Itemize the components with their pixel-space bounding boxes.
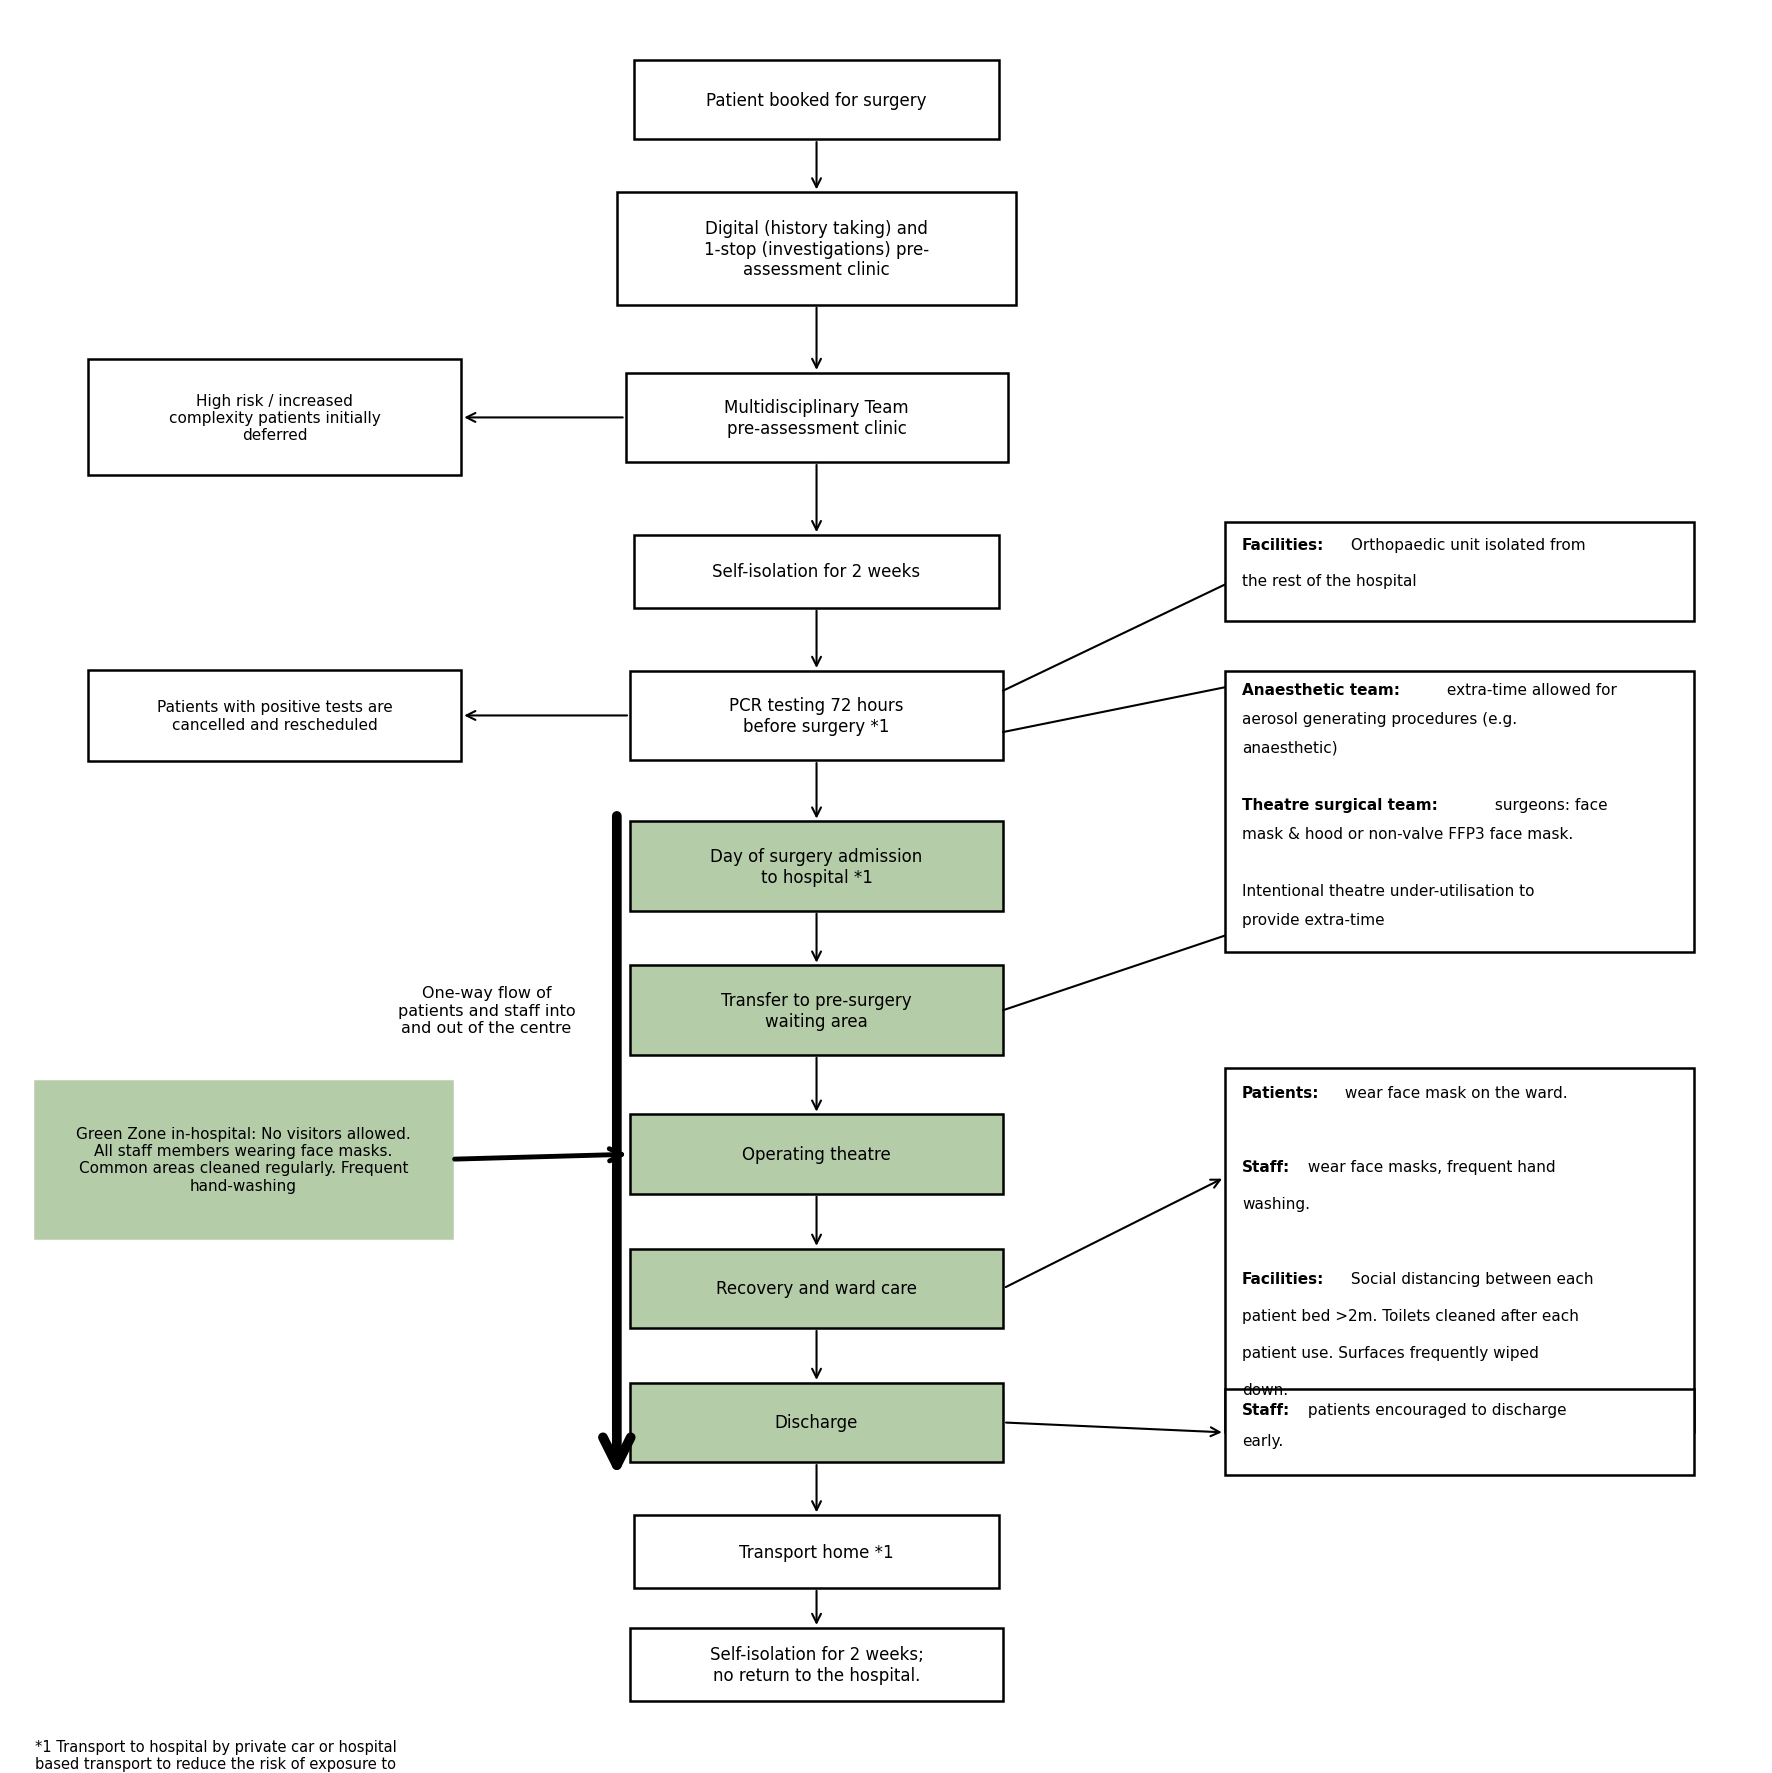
Text: Orthopaedic unit isolated from: Orthopaedic unit isolated from: [1347, 537, 1586, 553]
FancyBboxPatch shape: [634, 535, 999, 608]
FancyBboxPatch shape: [617, 193, 1017, 305]
FancyBboxPatch shape: [629, 672, 1003, 761]
Text: the rest of the hospital: the rest of the hospital: [1242, 573, 1416, 589]
FancyBboxPatch shape: [1224, 1390, 1694, 1475]
Text: patient use. Surfaces frequently wiped: patient use. Surfaces frequently wiped: [1242, 1346, 1538, 1360]
FancyBboxPatch shape: [35, 1082, 452, 1238]
Text: wear face masks, frequent hand: wear face masks, frequent hand: [1302, 1160, 1556, 1174]
Text: Staff:: Staff:: [1242, 1402, 1290, 1417]
FancyBboxPatch shape: [629, 823, 1003, 911]
FancyBboxPatch shape: [1224, 672, 1694, 952]
FancyBboxPatch shape: [634, 1516, 999, 1589]
Text: Patient booked for surgery: Patient booked for surgery: [707, 92, 927, 110]
Text: aerosol generating procedures (e.g.: aerosol generating procedures (e.g.: [1242, 711, 1517, 727]
Text: Day of surgery admission
to hospital *1: Day of surgery admission to hospital *1: [711, 847, 923, 886]
FancyBboxPatch shape: [1224, 1069, 1694, 1433]
Text: wear face mask on the ward.: wear face mask on the ward.: [1340, 1085, 1568, 1101]
FancyBboxPatch shape: [634, 60, 999, 140]
Text: Operating theatre: Operating theatre: [742, 1145, 891, 1163]
Text: Recovery and ward care: Recovery and ward care: [716, 1280, 918, 1298]
Text: Social distancing between each: Social distancing between each: [1347, 1271, 1593, 1285]
FancyBboxPatch shape: [89, 670, 461, 762]
FancyBboxPatch shape: [629, 1383, 1003, 1463]
Text: PCR testing 72 hours
before surgery *1: PCR testing 72 hours before surgery *1: [730, 697, 904, 736]
Text: Transport home *1: Transport home *1: [739, 1543, 893, 1560]
Text: High risk / increased
complexity patients initially
deferred: High risk / increased complexity patient…: [168, 394, 381, 443]
FancyBboxPatch shape: [629, 1628, 1003, 1700]
FancyBboxPatch shape: [629, 966, 1003, 1055]
Text: Green Zone in-hospital: No visitors allowed.
All staff members wearing face mask: Green Zone in-hospital: No visitors allo…: [76, 1126, 411, 1193]
Text: patient bed >2m. Toilets cleaned after each: patient bed >2m. Toilets cleaned after e…: [1242, 1308, 1579, 1323]
Text: Anaesthetic team:: Anaesthetic team:: [1242, 683, 1400, 697]
Text: Transfer to pre-surgery
waiting area: Transfer to pre-surgery waiting area: [721, 991, 913, 1030]
Text: Facilities:: Facilities:: [1242, 537, 1324, 553]
FancyBboxPatch shape: [1224, 523, 1694, 622]
Text: Theatre surgical team:: Theatre surgical team:: [1242, 798, 1437, 812]
FancyBboxPatch shape: [629, 1248, 1003, 1328]
Text: Self-isolation for 2 weeks;
no return to the hospital.: Self-isolation for 2 weeks; no return to…: [709, 1645, 923, 1684]
Text: patients encouraged to discharge: patients encouraged to discharge: [1302, 1402, 1566, 1417]
Text: Self-isolation for 2 weeks: Self-isolation for 2 weeks: [712, 564, 921, 582]
FancyBboxPatch shape: [626, 374, 1008, 463]
Text: Facilities:: Facilities:: [1242, 1271, 1324, 1285]
Text: mask & hood or non-valve FFP3 face mask.: mask & hood or non-valve FFP3 face mask.: [1242, 826, 1574, 840]
Text: Intentional theatre under-utilisation to: Intentional theatre under-utilisation to: [1242, 883, 1535, 899]
Text: down.: down.: [1242, 1383, 1288, 1397]
Text: extra-time allowed for: extra-time allowed for: [1442, 683, 1616, 697]
Text: Staff:: Staff:: [1242, 1160, 1290, 1174]
Text: Discharge: Discharge: [774, 1413, 858, 1431]
Text: Patients:: Patients:: [1242, 1085, 1320, 1101]
Text: provide extra-time: provide extra-time: [1242, 911, 1384, 927]
Text: early.: early.: [1242, 1433, 1283, 1449]
FancyBboxPatch shape: [89, 360, 461, 477]
Text: washing.: washing.: [1242, 1197, 1310, 1211]
Text: Digital (history taking) and
1-stop (investigations) pre-
assessment clinic: Digital (history taking) and 1-stop (inv…: [703, 220, 929, 278]
Text: surgeons: face: surgeons: face: [1490, 798, 1607, 812]
Text: Multidisciplinary Team
pre-assessment clinic: Multidisciplinary Team pre-assessment cl…: [725, 399, 909, 438]
Text: anaesthetic): anaesthetic): [1242, 739, 1338, 755]
Text: *1 Transport to hospital by private car or hospital
based transport to reduce th: *1 Transport to hospital by private car …: [35, 1739, 397, 1773]
Text: Patients with positive tests are
cancelled and rescheduled: Patients with positive tests are cancell…: [158, 700, 393, 732]
FancyBboxPatch shape: [629, 1115, 1003, 1195]
Text: One-way flow of
patients and staff into
and out of the centre: One-way flow of patients and staff into …: [397, 986, 576, 1035]
